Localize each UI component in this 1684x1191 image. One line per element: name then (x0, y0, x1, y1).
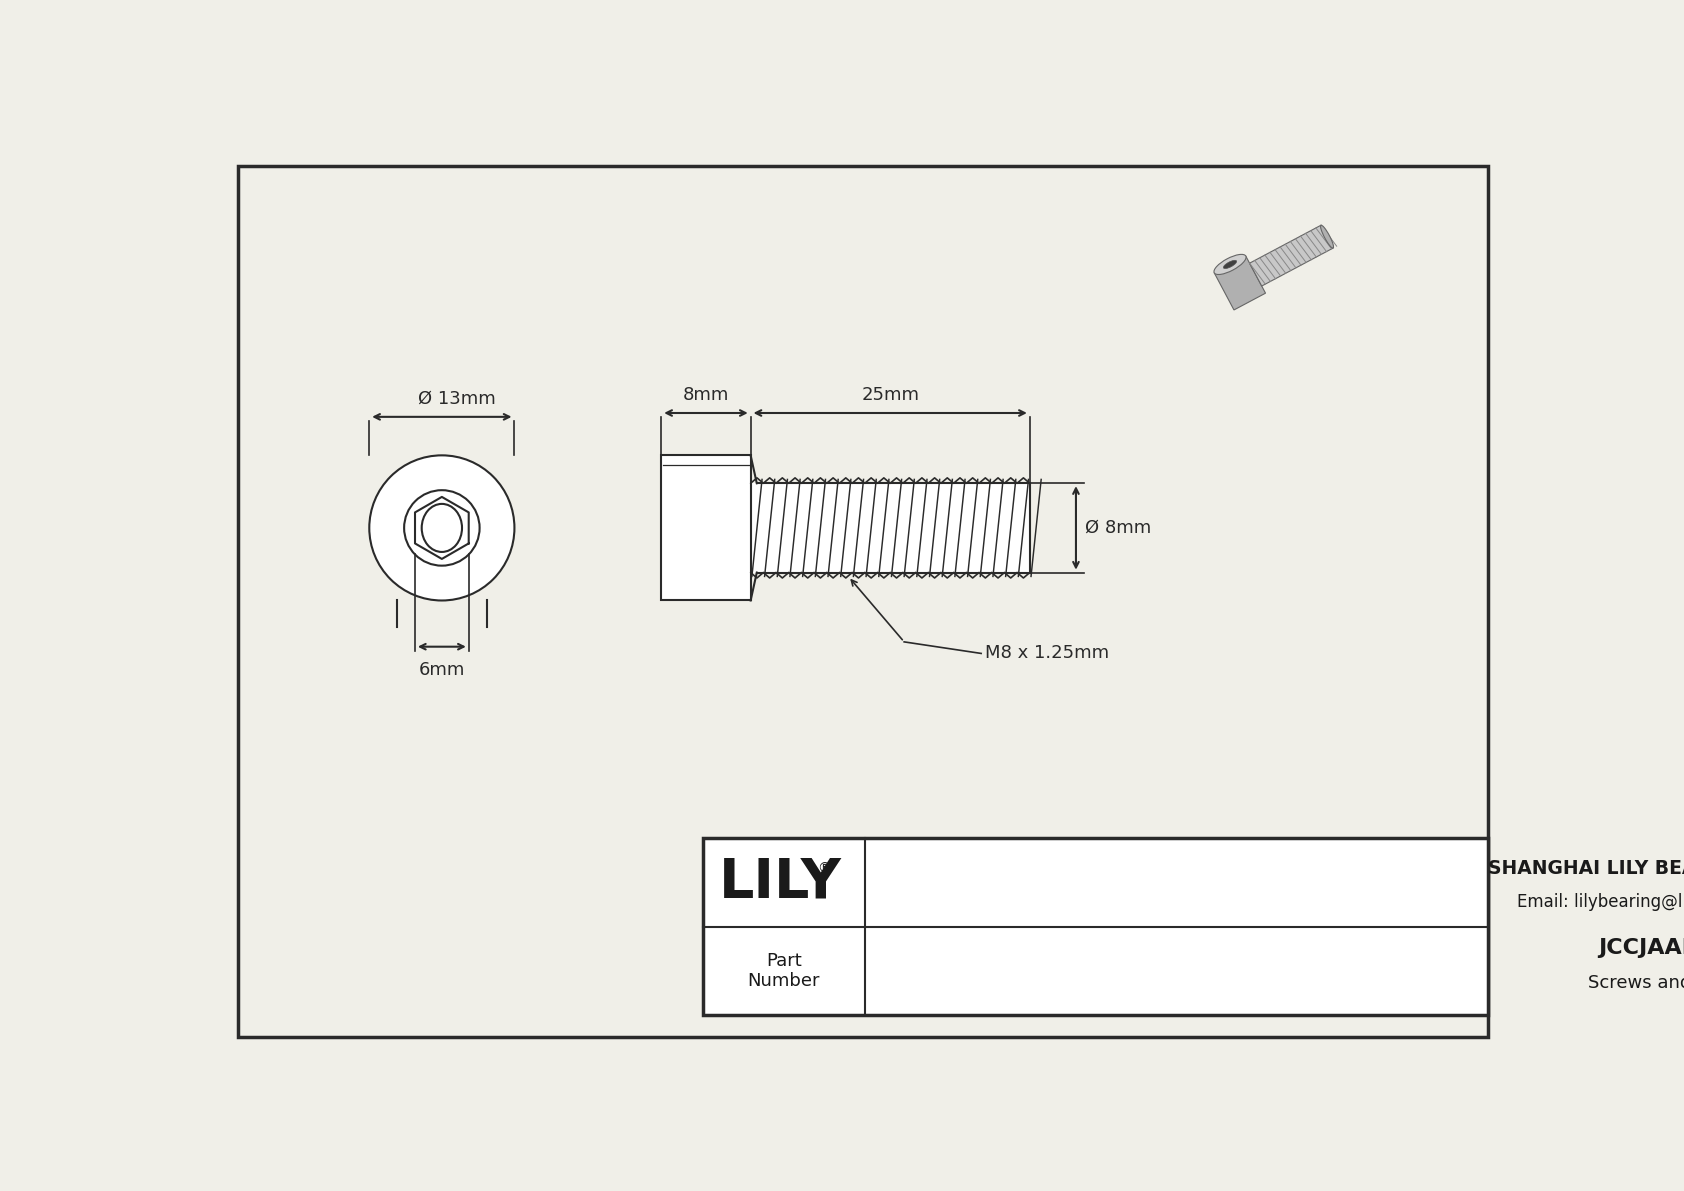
Text: SHANGHAI LILY BEARING LIMITED: SHANGHAI LILY BEARING LIMITED (1489, 859, 1684, 878)
Text: LILY: LILY (719, 855, 842, 910)
Ellipse shape (1320, 225, 1334, 248)
Bar (702, 838, 1489, 1016)
Text: 8mm: 8mm (682, 386, 729, 404)
Text: ®: ® (817, 861, 830, 875)
Text: Screws and Bolts: Screws and Bolts (1588, 974, 1684, 992)
Text: 25mm: 25mm (861, 386, 919, 404)
Text: Email: lilybearing@lily-bearing.com: Email: lilybearing@lily-bearing.com (1517, 893, 1684, 911)
Circle shape (369, 455, 514, 600)
Text: M8 x 1.25mm: M8 x 1.25mm (985, 644, 1110, 662)
Bar (1214, 256, 1265, 310)
Ellipse shape (1214, 255, 1246, 274)
Circle shape (404, 491, 480, 566)
Text: Part
Number: Part Number (748, 952, 820, 991)
Text: 6mm: 6mm (419, 661, 465, 679)
Bar (662, 455, 751, 600)
Ellipse shape (421, 504, 461, 551)
Ellipse shape (1223, 261, 1236, 268)
Text: JCCJAAEDC: JCCJAAEDC (1598, 939, 1684, 958)
Bar (751, 484, 1029, 573)
Text: Ø 8mm: Ø 8mm (1084, 519, 1152, 537)
Text: Ø 13mm: Ø 13mm (418, 389, 497, 407)
Bar (1250, 225, 1334, 286)
